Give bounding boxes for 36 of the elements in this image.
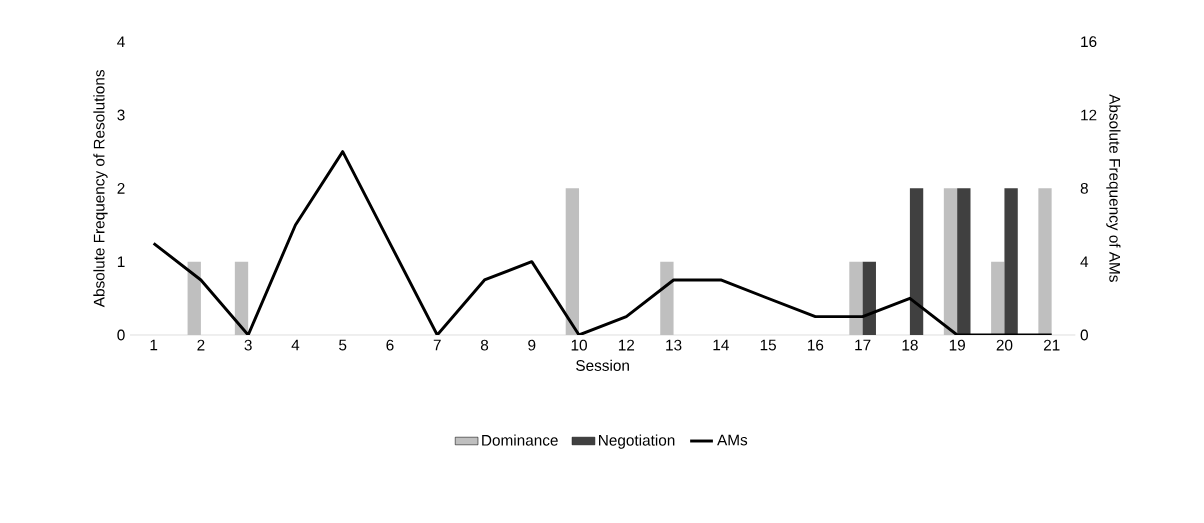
x-tick-label: 20 (996, 339, 1013, 351)
x-tick-label: 3 (244, 339, 252, 351)
x-tick-label: 13 (666, 339, 682, 351)
x-tick-label: 18 (902, 339, 918, 351)
x-tick-label: 9 (528, 339, 536, 351)
legend-label: AMs (717, 434, 748, 446)
x-tick-label: 1 (150, 339, 158, 351)
y-tick-label: 3 (117, 109, 125, 121)
x-tick-label: 16 (808, 339, 824, 351)
y-tick-label: 4 (117, 36, 125, 47)
x-tick-label: 8 (480, 339, 489, 351)
y2-tick-label: 12 (1081, 109, 1097, 121)
x-tick-label: 14 (713, 339, 729, 351)
x-axis-title: Session (576, 359, 629, 371)
x-tick-label: 5 (339, 339, 347, 351)
x-tick-label: 21 (1043, 339, 1060, 351)
x-tick-label: 2 (197, 339, 205, 351)
y2-axis-title: Absolute Frequency of AMs (1106, 94, 1121, 282)
y2-tick-label: 4 (1080, 256, 1089, 267)
x-tick-label: 19 (949, 339, 965, 351)
x-tick-label: 10 (571, 339, 587, 351)
y2-tick-label: 0 (1080, 329, 1088, 341)
y-tick-label: 2 (117, 182, 125, 194)
x-tick-label: 7 (433, 339, 441, 351)
x-tick-label: 17 (855, 339, 871, 351)
y-tick-label: 1 (117, 256, 125, 267)
x-tick-label: 4 (291, 339, 300, 351)
y2-tick-label: 16 (1081, 36, 1097, 48)
y2-tick-label: 8 (1080, 182, 1088, 194)
x-tick-label: 15 (760, 339, 776, 351)
legend-label: Negotiation (599, 434, 675, 449)
x-tick-label: 12 (618, 339, 635, 351)
y-axis-title: Absolute Frequency of Resolutions (93, 70, 108, 308)
legend-label: Dominance (482, 434, 558, 446)
y-tick-label: 0 (117, 329, 125, 341)
x-tick-label: 6 (386, 339, 394, 351)
